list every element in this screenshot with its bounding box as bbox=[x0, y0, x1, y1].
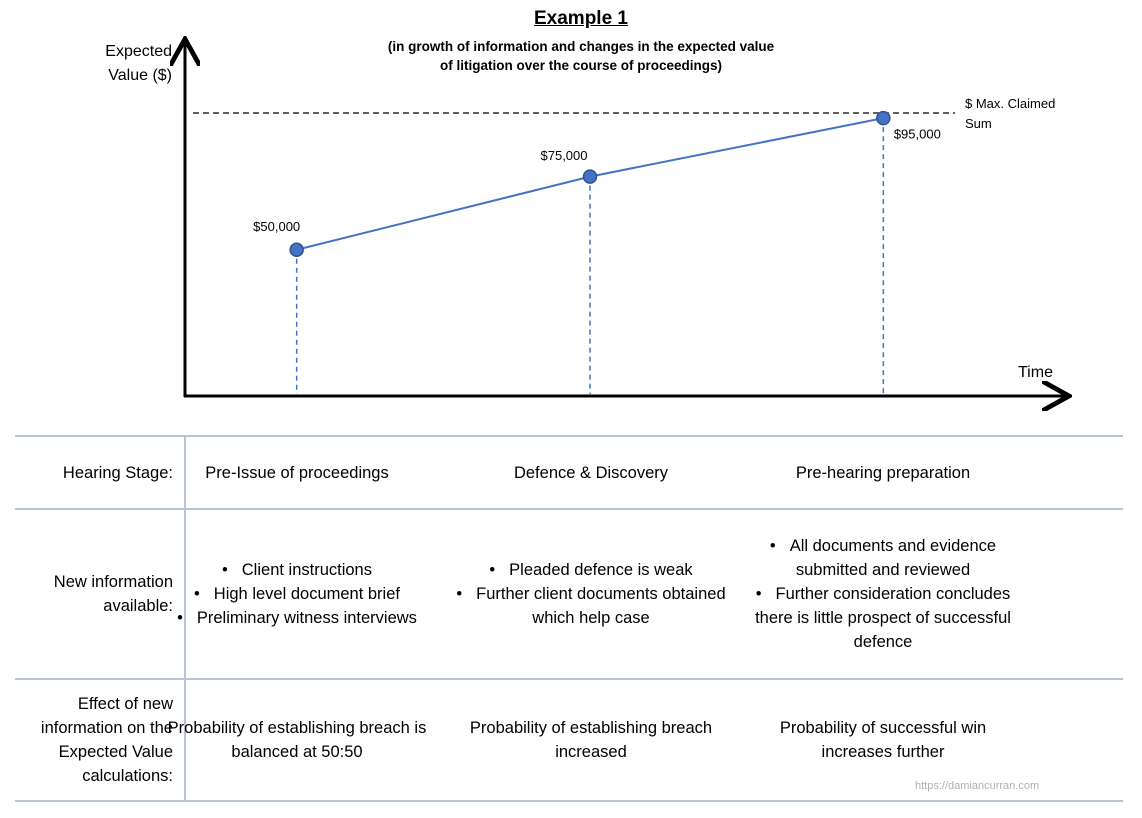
cell-content: Client instructionsHigh level document b… bbox=[162, 558, 432, 630]
cell-content: Defence & Discovery bbox=[456, 461, 726, 485]
bullet-item: Client instructions bbox=[162, 558, 432, 582]
x-axis-label: Time bbox=[1018, 364, 1053, 381]
cell-content: Probability of establishing breach incre… bbox=[456, 716, 726, 764]
cell-text: Pre-hearing preparation bbox=[795, 463, 971, 482]
cell-text: Probability of establishing breach is ba… bbox=[167, 719, 427, 761]
cell-content: Pre-hearing preparation bbox=[748, 461, 1018, 485]
bullet-item: Pleaded defence is weak bbox=[456, 558, 726, 582]
table-cell: Probability of successful win increases … bbox=[748, 679, 1018, 801]
table-cell: Pre-hearing preparation bbox=[748, 436, 1018, 509]
row-header: Effect of new information on the Expecte… bbox=[40, 695, 173, 785]
cell-content: Probability of successful win increases … bbox=[748, 716, 1018, 764]
table-cell: Pleaded defence is weakFurther client do… bbox=[456, 509, 726, 679]
cell-text: Pre-Issue of proceedings bbox=[205, 463, 389, 482]
subtitle-line: (in growth of information and changes in… bbox=[387, 39, 775, 54]
row-header: New information available: bbox=[53, 573, 173, 615]
cell-content: Pre-Issue of proceedings bbox=[162, 461, 432, 485]
cell-content: Pleaded defence is weakFurther client do… bbox=[456, 558, 726, 630]
bullet-item: Further consideration concludes there is… bbox=[748, 582, 1018, 654]
title: Example 1 bbox=[534, 8, 628, 29]
bullet-item: High level document brief bbox=[162, 582, 432, 606]
cell-text: Probability of establishing breach incre… bbox=[469, 719, 713, 761]
value-label: $95,000 bbox=[894, 127, 941, 142]
bullet-item: All documents and evidence submitted and… bbox=[748, 534, 1018, 582]
bullet-item: Further client documents obtained which … bbox=[456, 582, 726, 630]
row-header: Hearing Stage: bbox=[62, 463, 173, 482]
cell-text: Probability of successful win increases … bbox=[779, 719, 987, 761]
point bbox=[582, 169, 598, 184]
subtitle-line: of litigation over the course of proceed… bbox=[439, 58, 723, 73]
value-label: $50,000 bbox=[253, 219, 300, 234]
subtitle: (in growth of information and changes in… bbox=[0, 37, 1142, 75]
cell-content: Probability of establishing breach is ba… bbox=[162, 716, 432, 764]
cell-text: Defence & Discovery bbox=[513, 463, 669, 482]
bullet-item: Preliminary witness interviews bbox=[162, 606, 432, 630]
cell-content: All documents and evidence submitted and… bbox=[748, 534, 1018, 654]
table-cell: All documents and evidence submitted and… bbox=[748, 509, 1018, 679]
series-line bbox=[296, 117, 884, 251]
table-lines bbox=[15, 435, 1123, 802]
y-axis-label: Expected Value ($) bbox=[105, 43, 172, 84]
point bbox=[289, 242, 304, 257]
table-cell: Defence & Discovery bbox=[456, 436, 726, 509]
table-cell: Client instructionsHigh level document b… bbox=[162, 509, 432, 679]
value-label: $75,000 bbox=[541, 148, 588, 163]
table-cell: Pre-Issue of proceedings bbox=[162, 436, 432, 509]
footer: https://damiancurran.com bbox=[915, 780, 1040, 792]
table-cell: Probability of establishing breach is ba… bbox=[162, 679, 432, 801]
point bbox=[876, 110, 891, 126]
annotation: $ Max. Claimed Sum bbox=[965, 96, 1056, 131]
table-cell: Probability of establishing breach incre… bbox=[456, 679, 726, 801]
